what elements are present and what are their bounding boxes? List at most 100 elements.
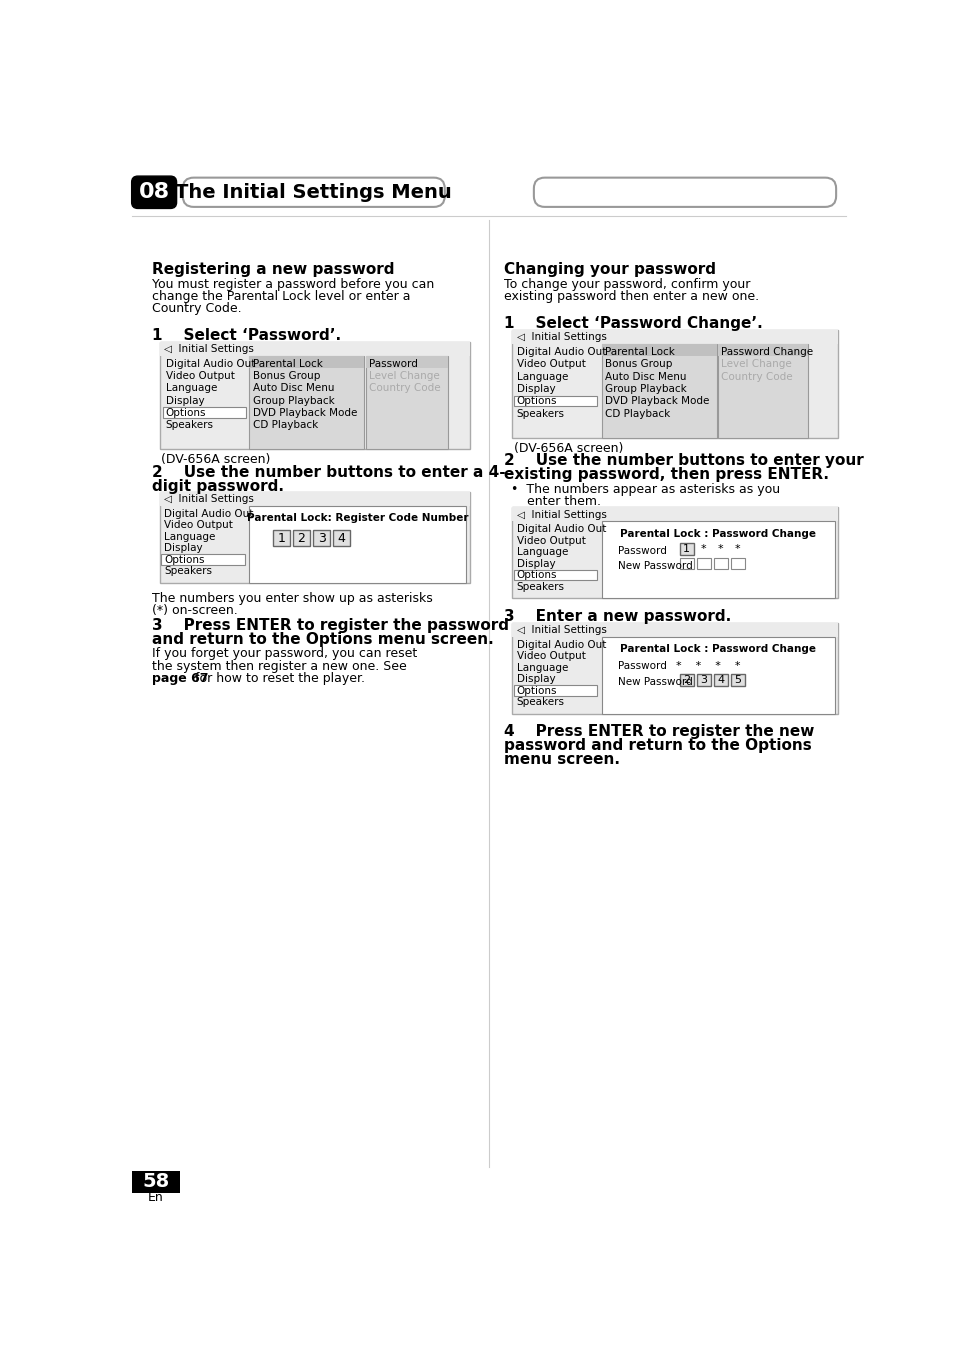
Text: 2: 2 bbox=[297, 531, 305, 545]
Text: Auto Disc Menu: Auto Disc Menu bbox=[253, 383, 334, 393]
Text: digit password.: digit password. bbox=[152, 479, 283, 493]
Bar bbox=[273, 530, 290, 546]
Text: Display: Display bbox=[517, 675, 555, 684]
Text: If you forget your password, you can reset: If you forget your password, you can res… bbox=[152, 648, 416, 660]
Text: 1    Select ‘Password’.: 1 Select ‘Password’. bbox=[152, 327, 340, 343]
Bar bbox=[162, 407, 246, 418]
Text: Country Code: Country Code bbox=[369, 383, 440, 393]
Bar bbox=[249, 356, 364, 368]
Text: Digital Audio Out: Digital Audio Out bbox=[517, 639, 605, 650]
Text: 3    Press ENTER to register the password: 3 Press ENTER to register the password bbox=[152, 618, 508, 633]
Text: The numbers you enter show up as asterisks: The numbers you enter show up as asteris… bbox=[152, 592, 432, 604]
Text: (*) on-screen.: (*) on-screen. bbox=[152, 604, 237, 618]
Text: Video Output: Video Output bbox=[166, 370, 234, 381]
Text: Video Output: Video Output bbox=[517, 535, 585, 546]
Text: 3: 3 bbox=[700, 675, 706, 684]
Text: and return to the Options menu screen.: and return to the Options menu screen. bbox=[152, 631, 493, 648]
Text: You must register a password before you can: You must register a password before you … bbox=[152, 277, 434, 291]
Text: Speakers: Speakers bbox=[517, 698, 564, 707]
Text: Speakers: Speakers bbox=[517, 581, 564, 592]
Text: enter them.: enter them. bbox=[510, 495, 600, 508]
Bar bbox=[601, 637, 834, 714]
Text: Display: Display bbox=[166, 396, 204, 406]
Text: CD Playback: CD Playback bbox=[253, 420, 317, 430]
Text: Video Output: Video Output bbox=[164, 521, 233, 530]
Text: change the Parental Lock level or enter a: change the Parental Lock level or enter … bbox=[152, 291, 410, 303]
Text: Digital Audio Out: Digital Audio Out bbox=[517, 525, 605, 534]
Bar bbox=[718, 343, 807, 357]
Text: Digital Audio Out: Digital Audio Out bbox=[164, 508, 253, 519]
Text: DVD Playback Mode: DVD Playback Mode bbox=[604, 396, 709, 407]
Text: Video Output: Video Output bbox=[517, 652, 585, 661]
Text: Speakers: Speakers bbox=[166, 420, 213, 430]
Text: Display: Display bbox=[517, 558, 555, 569]
Text: existing password then enter a new one.: existing password then enter a new one. bbox=[504, 291, 759, 303]
Bar bbox=[718, 343, 807, 438]
Text: ◁  Initial Settings: ◁ Initial Settings bbox=[517, 625, 606, 635]
Text: *    *    *    *: * * * * bbox=[675, 661, 740, 671]
Bar bbox=[333, 530, 350, 546]
Text: menu screen.: menu screen. bbox=[504, 752, 619, 767]
Text: Options: Options bbox=[166, 408, 206, 418]
Bar bbox=[512, 623, 837, 637]
Text: 58: 58 bbox=[142, 1172, 169, 1191]
Bar bbox=[159, 342, 469, 449]
Text: Language: Language bbox=[517, 548, 568, 557]
Text: 3    Enter a new password.: 3 Enter a new password. bbox=[504, 608, 731, 623]
Bar bbox=[513, 685, 597, 696]
Text: Parental Lock: Register Code Number: Parental Lock: Register Code Number bbox=[247, 514, 468, 523]
Text: Level Change: Level Change bbox=[720, 360, 791, 369]
Bar bbox=[313, 530, 330, 546]
Text: Registering a new password: Registering a new password bbox=[152, 262, 394, 277]
Text: En: En bbox=[148, 1191, 163, 1205]
Text: Bonus Group: Bonus Group bbox=[253, 370, 319, 381]
Text: password and return to the Options: password and return to the Options bbox=[504, 738, 811, 753]
Text: 1: 1 bbox=[682, 544, 689, 554]
Text: Digital Audio Out: Digital Audio Out bbox=[166, 358, 254, 369]
Bar bbox=[730, 673, 744, 685]
Text: Level Change: Level Change bbox=[369, 370, 439, 381]
Text: Password: Password bbox=[369, 358, 417, 369]
Text: •  The numbers appear as asterisks as you: • The numbers appear as asterisks as you bbox=[510, 483, 779, 496]
Bar bbox=[601, 521, 834, 598]
Bar bbox=[696, 558, 710, 569]
Text: Auto Disc Menu: Auto Disc Menu bbox=[604, 372, 686, 381]
Text: Bonus Group: Bonus Group bbox=[604, 360, 672, 369]
Bar bbox=[601, 343, 716, 357]
Text: Country Code: Country Code bbox=[720, 372, 792, 381]
Text: 08: 08 bbox=[138, 183, 170, 203]
Text: Country Code.: Country Code. bbox=[152, 303, 241, 315]
Bar bbox=[159, 492, 469, 583]
Text: Parental Lock: Parental Lock bbox=[253, 358, 322, 369]
Bar bbox=[601, 343, 716, 438]
Text: New Password: New Password bbox=[617, 561, 692, 571]
Bar bbox=[513, 569, 597, 580]
Text: Language: Language bbox=[164, 531, 215, 542]
Text: the system then register a new one. See: the system then register a new one. See bbox=[152, 660, 406, 673]
Bar bbox=[161, 554, 245, 565]
Text: Parental Lock: Parental Lock bbox=[604, 347, 675, 357]
Text: Options: Options bbox=[517, 396, 557, 407]
Text: ◁  Initial Settings: ◁ Initial Settings bbox=[164, 343, 253, 354]
Text: *: * bbox=[734, 544, 740, 554]
Text: ◁  Initial Settings: ◁ Initial Settings bbox=[517, 333, 606, 342]
Text: To change your password, confirm your: To change your password, confirm your bbox=[504, 277, 750, 291]
Text: 2    Use the number buttons to enter a 4-: 2 Use the number buttons to enter a 4- bbox=[152, 465, 505, 480]
Text: Parental Lock : Password Change: Parental Lock : Password Change bbox=[619, 645, 816, 654]
Bar bbox=[249, 506, 466, 583]
Text: 1: 1 bbox=[277, 531, 285, 545]
Bar bbox=[513, 396, 597, 407]
Text: Speakers: Speakers bbox=[517, 408, 564, 419]
Bar bbox=[159, 492, 469, 506]
Text: Password: Password bbox=[617, 661, 666, 671]
Text: 1    Select ‘Password Change’.: 1 Select ‘Password Change’. bbox=[504, 316, 762, 331]
Text: Video Output: Video Output bbox=[517, 360, 585, 369]
Bar bbox=[679, 542, 693, 554]
Bar bbox=[293, 530, 310, 546]
Text: (DV-656A screen): (DV-656A screen) bbox=[161, 453, 271, 466]
Text: *: * bbox=[717, 544, 722, 554]
Text: Language: Language bbox=[517, 372, 568, 381]
Text: 4: 4 bbox=[337, 531, 345, 545]
Text: New Password: New Password bbox=[617, 676, 692, 687]
Bar bbox=[159, 342, 469, 356]
